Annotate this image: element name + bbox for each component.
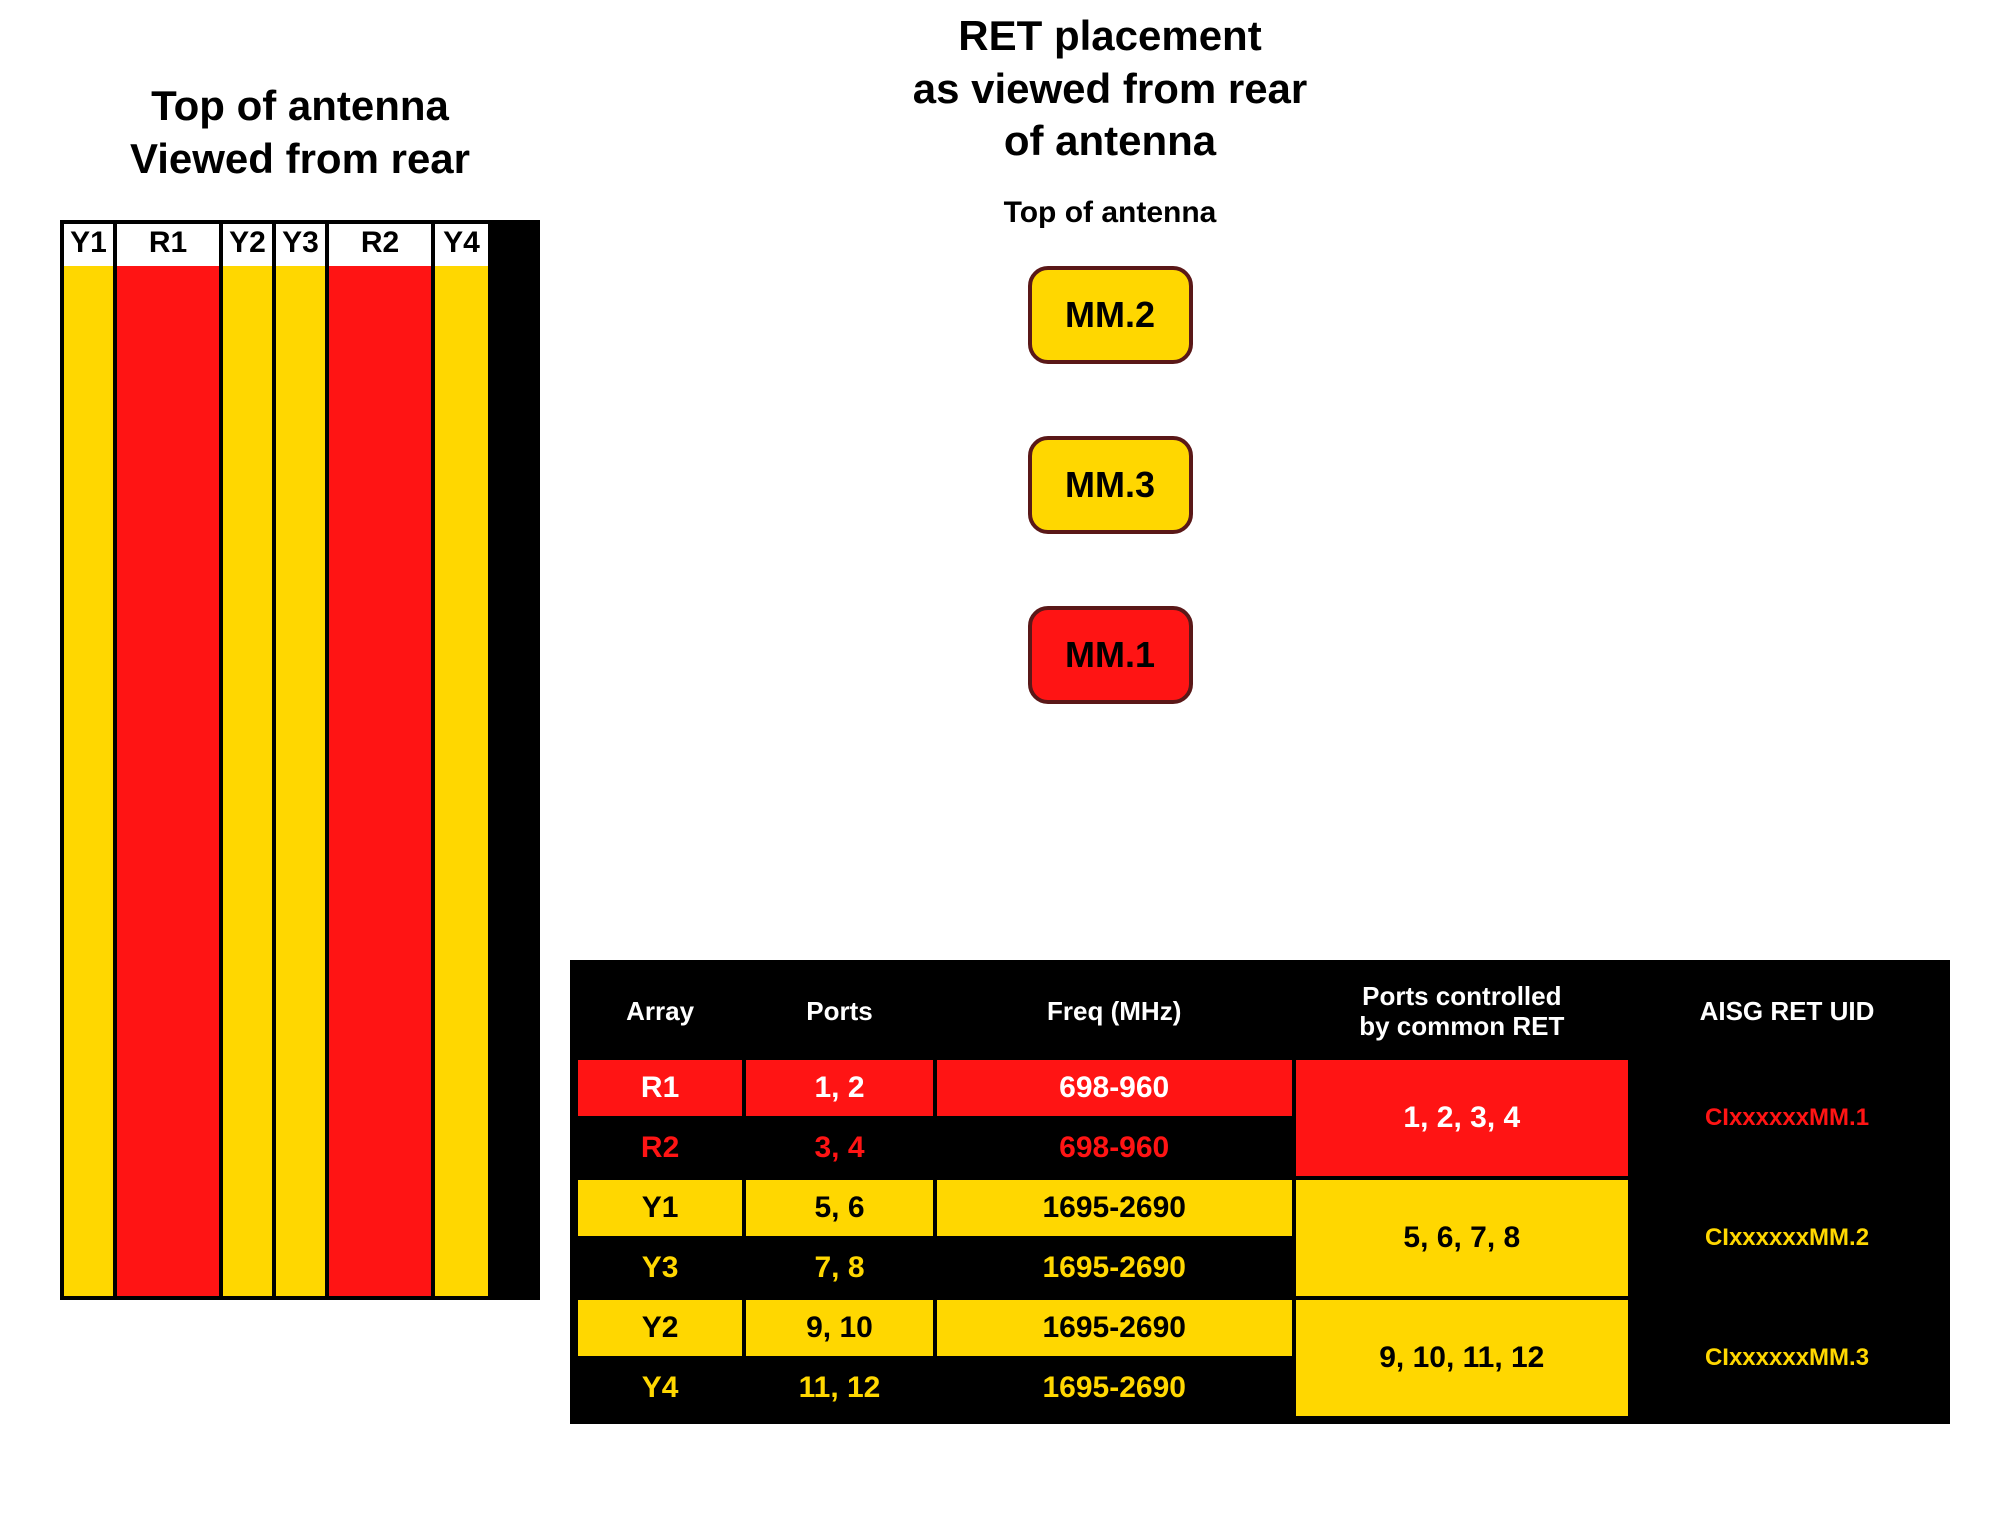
ret-badges: MM.2 MM.3 MM.1 (760, 266, 1460, 704)
ret-placement-panel: RET placement as viewed from rear of ant… (760, 10, 1460, 776)
td-uid: CIxxxxxxMM.1 (1630, 1058, 1944, 1178)
td-uid: CIxxxxxxMM.2 (1630, 1178, 1944, 1298)
td-freq: 1695-2690 (935, 1298, 1294, 1358)
array-label: R1 (117, 224, 219, 266)
antenna-arrays-title: Top of antenna Viewed from rear (40, 80, 560, 185)
ret-badge-label: MM.3 (1065, 464, 1155, 506)
ret-badge-label: MM.2 (1065, 294, 1155, 336)
array-mapping-table: Array Ports Freq (MHz) Ports controlled … (574, 964, 1946, 1420)
td-ports: 3, 4 (744, 1118, 935, 1178)
th-array: Array (576, 966, 744, 1058)
ret-badge: MM.2 (1028, 266, 1193, 364)
title-line: RET placement (958, 12, 1261, 59)
array-label: R2 (329, 224, 431, 266)
th-ctrl: Ports controlled by common RET (1294, 966, 1630, 1058)
td-array: Y3 (576, 1238, 744, 1298)
ret-badge: MM.3 (1028, 436, 1193, 534)
th-freq: Freq (MHz) (935, 966, 1294, 1058)
title-line: of antenna (1004, 117, 1216, 164)
array-column: R2 (329, 224, 435, 1296)
array-label: Y1 (64, 224, 113, 266)
array-column: Y2 (223, 224, 276, 1296)
array-label: Y3 (276, 224, 325, 266)
td-freq: 1695-2690 (935, 1358, 1294, 1418)
td-ctrl: 5, 6, 7, 8 (1294, 1178, 1630, 1298)
title-line: as viewed from rear (913, 65, 1308, 112)
table-row: Y29, 101695-26909, 10, 11, 12CIxxxxxxMM.… (576, 1298, 1944, 1358)
array-column: Y1 (64, 224, 117, 1296)
td-ports: 9, 10 (744, 1298, 935, 1358)
td-freq: 698-960 (935, 1118, 1294, 1178)
array-body (223, 266, 272, 1296)
table-body: R11, 2698-9601, 2, 3, 4CIxxxxxxMM.1R23, … (576, 1058, 1944, 1418)
th-ctrl-line1: Ports controlled (1362, 981, 1561, 1011)
ret-placement-title: RET placement as viewed from rear of ant… (760, 10, 1460, 168)
antenna-arrays-panel: Top of antenna Viewed from rear Y1R1Y2Y3… (40, 80, 560, 1300)
td-ctrl: 1, 2, 3, 4 (1294, 1058, 1630, 1178)
array-column: R1 (117, 224, 223, 1296)
antenna-arrays: Y1R1Y2Y3R2Y4 (60, 220, 540, 1300)
array-label: Y4 (435, 224, 488, 266)
array-column: Y3 (276, 224, 329, 1296)
td-ports: 1, 2 (744, 1058, 935, 1118)
td-array: R2 (576, 1118, 744, 1178)
td-ports: 7, 8 (744, 1238, 935, 1298)
td-uid: CIxxxxxxMM.3 (1630, 1298, 1944, 1418)
table-row: Y15, 61695-26905, 6, 7, 8CIxxxxxxMM.2 (576, 1178, 1944, 1238)
th-ports: Ports (744, 966, 935, 1058)
td-freq: 1695-2690 (935, 1238, 1294, 1298)
array-body (276, 266, 325, 1296)
ret-badge-label: MM.1 (1065, 634, 1155, 676)
array-body (64, 266, 113, 1296)
td-ports: 11, 12 (744, 1358, 935, 1418)
array-column: Y4 (435, 224, 488, 1296)
td-array: R1 (576, 1058, 744, 1118)
array-body (435, 266, 488, 1296)
td-array: Y4 (576, 1358, 744, 1418)
td-ctrl: 9, 10, 11, 12 (1294, 1298, 1630, 1418)
ret-badge: MM.1 (1028, 606, 1193, 704)
title-line: Viewed from rear (130, 135, 470, 182)
ret-placement-subtitle: Top of antenna (760, 196, 1460, 230)
array-body (329, 266, 431, 1296)
th-ctrl-line2: by common RET (1359, 1011, 1564, 1041)
title-line: Top of antenna (151, 82, 449, 129)
table-row: R11, 2698-9601, 2, 3, 4CIxxxxxxMM.1 (576, 1058, 1944, 1118)
array-table: Array Ports Freq (MHz) Ports controlled … (570, 960, 1950, 1424)
td-array: Y1 (576, 1178, 744, 1238)
array-body (117, 266, 219, 1296)
td-freq: 1695-2690 (935, 1178, 1294, 1238)
array-label: Y2 (223, 224, 272, 266)
td-array: Y2 (576, 1298, 744, 1358)
td-freq: 698-960 (935, 1058, 1294, 1118)
th-uid: AISG RET UID (1630, 966, 1944, 1058)
td-ports: 5, 6 (744, 1178, 935, 1238)
